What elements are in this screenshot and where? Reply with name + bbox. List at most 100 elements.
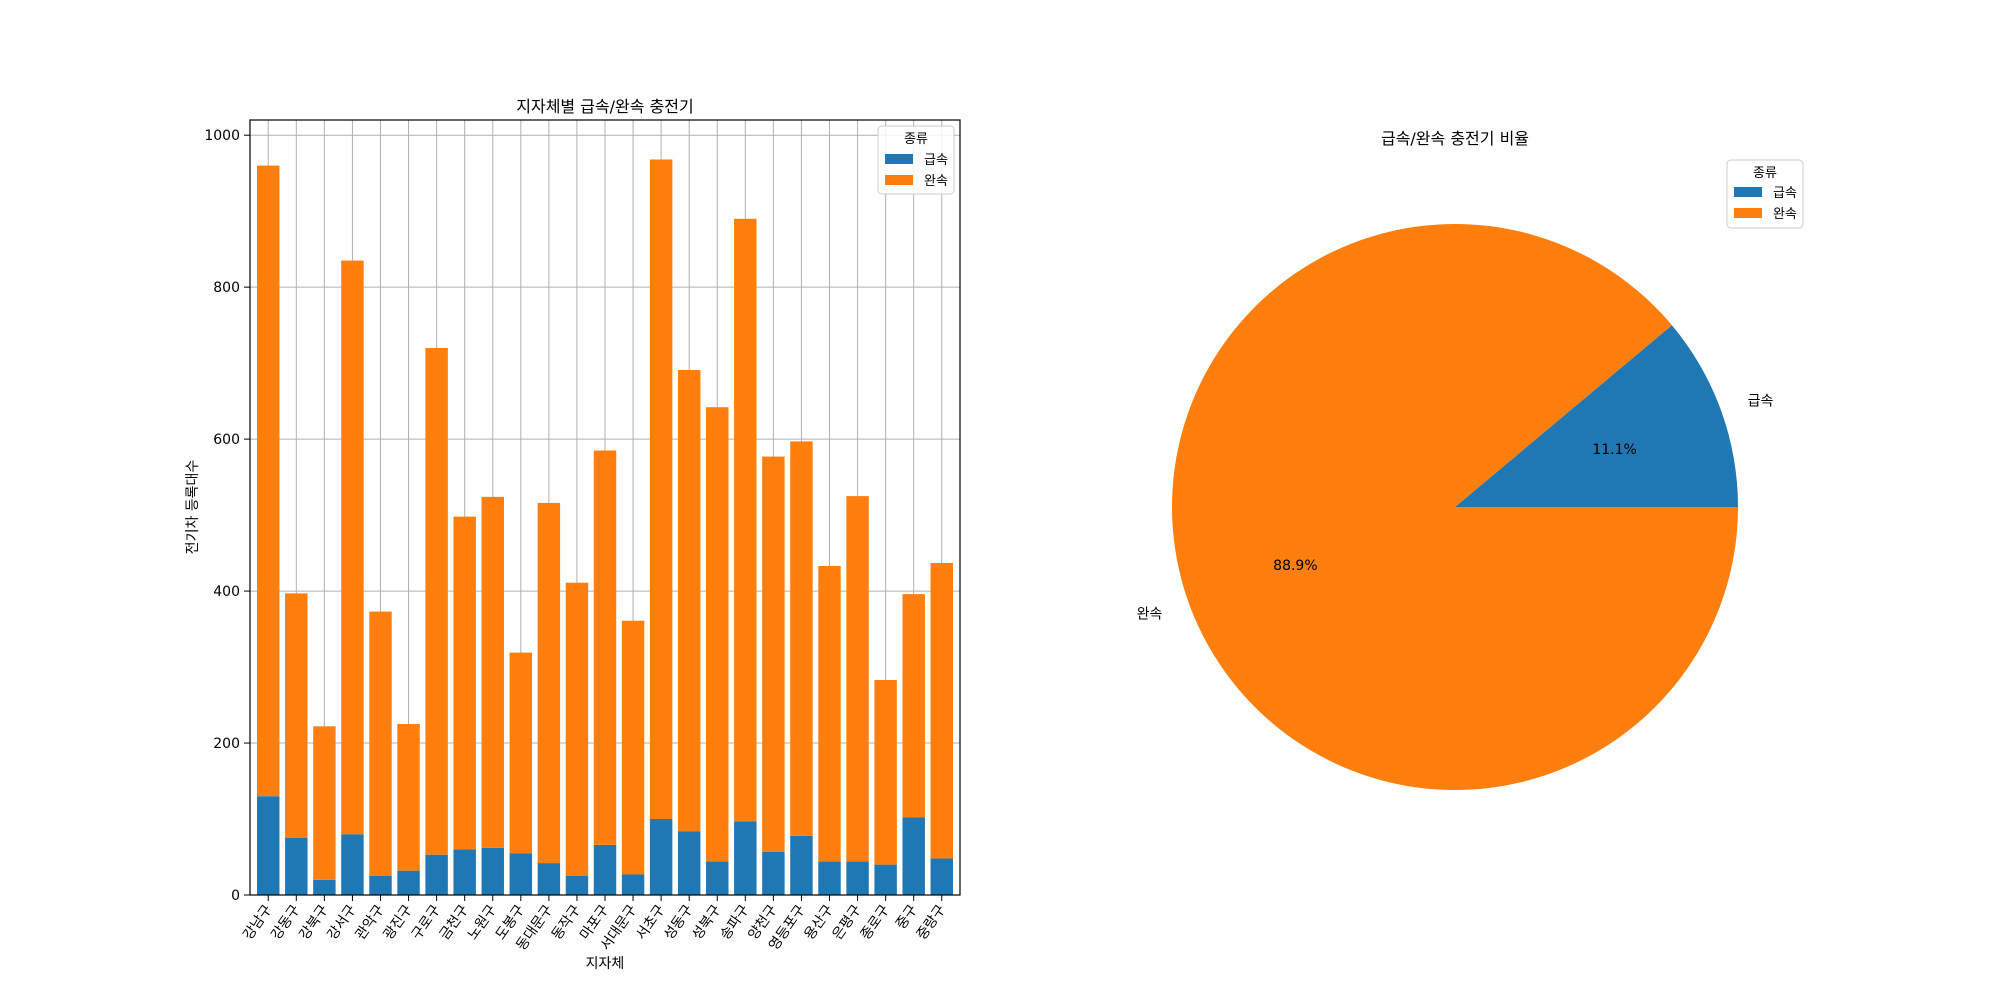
pie-slice-급속 (1455, 325, 1738, 507)
pie-legend-swatch (1734, 208, 1762, 218)
bar-x-tick-label: 강동구 (268, 902, 303, 943)
pie-legend-label: 급속 (1773, 186, 1797, 201)
bar-완속-동작구 (565, 582, 589, 877)
bar-x-tick-label: 성북구 (689, 902, 724, 943)
bar-x-tick-label: 용산구 (802, 902, 837, 943)
bar-y-tick-label: 1000 (204, 128, 240, 144)
bar-급속-강동구 (285, 838, 308, 895)
bar-y-axis-label: 전기차 등록대수 (185, 460, 201, 555)
bar-급속-마포구 (593, 844, 617, 895)
pie-legend-label: 완속 (1773, 207, 1797, 222)
bar-x-tick-label: 금천구 (437, 902, 472, 943)
bar-x-tick-label: 은평구 (830, 902, 865, 943)
bar-급속-광진구 (397, 870, 420, 895)
bar-급속-성북구 (706, 861, 729, 895)
bar-급속-양천구 (762, 851, 785, 895)
bar-완속-강서구 (341, 260, 364, 835)
bar-완속-은평구 (846, 496, 869, 862)
bar-x-tick-label: 강북구 (296, 902, 331, 943)
bar-급속-서초구 (649, 819, 673, 895)
bar-완속-관악구 (369, 611, 392, 877)
bar-chart: 0 200 400 600 800 1000 강남구강동구강북구강서구관악구광진구구로구금… (185, 97, 961, 972)
bar-x-axis-ticks: 강남구강동구강북구강서구관악구광진구구로구금천구노원구도봉구동대문구동작구마포구… (240, 895, 949, 954)
bar-x-tick-label: 동작구 (549, 902, 584, 943)
bar-급속-영등포구 (790, 835, 813, 895)
bar-marks (257, 159, 953, 895)
bar-x-tick-label: 강남구 (240, 902, 275, 943)
bar-legend-swatch (885, 175, 913, 185)
bar-x-tick-label: 송파구 (717, 902, 752, 943)
bar-급속-용산구 (818, 861, 841, 895)
bar-완속-성동구 (677, 369, 701, 832)
pie-pct-label: 11.1% (1592, 442, 1636, 458)
bar-chart-title: 지자체별 급속/완속 충전기 (516, 97, 693, 116)
bar-완속-성북구 (706, 407, 729, 862)
bar-legend-swatch (885, 154, 913, 164)
bar-legend-label: 급속 (924, 153, 948, 168)
bar-급속-종로구 (874, 864, 897, 895)
bar-x-tick-label: 성동구 (661, 902, 696, 943)
bar-y-tick-label: 0 (231, 888, 240, 904)
bar-완속-마포구 (593, 450, 617, 845)
bar-완속-강동구 (285, 593, 308, 839)
bar-급속-서대문구 (621, 874, 645, 895)
bar-x-axis-label: 지자체 (586, 956, 625, 972)
pie-pct-label: 88.9% (1273, 558, 1317, 574)
bar-x-tick-label: 구로구 (409, 902, 444, 943)
bar-급속-금천구 (453, 849, 476, 895)
bar-완속-양천구 (762, 456, 785, 852)
bar-급속-은평구 (846, 861, 869, 895)
pie-slice-label: 급속 (1748, 394, 1774, 410)
bar-x-tick-label: 노원구 (465, 902, 500, 943)
bar-완속-중구 (902, 594, 925, 818)
bar-y-axis-ticks: 0 200 400 600 800 1000 (204, 128, 250, 904)
bar-완속-강남구 (257, 165, 280, 797)
bar-급속-구로구 (425, 854, 448, 895)
bar-legend-title: 종류 (904, 132, 928, 147)
bar-x-tick-label: 중랑구 (914, 902, 949, 943)
bar-legend-label: 완속 (924, 174, 948, 189)
bar-x-tick-label: 종로구 (858, 902, 893, 943)
bar-x-tick-label: 광진구 (381, 902, 416, 943)
bar-완속-광진구 (397, 724, 420, 871)
bar-x-tick-label: 서초구 (633, 902, 668, 943)
pie-legend-swatch (1734, 187, 1762, 197)
bar-완속-노원구 (481, 496, 504, 848)
bar-급속-송파구 (734, 821, 757, 895)
bar-급속-강남구 (257, 796, 280, 895)
bar-y-tick-label: 400 (213, 584, 240, 600)
bar-급속-중구 (902, 817, 925, 895)
bar-급속-중랑구 (930, 858, 953, 895)
bar-완속-영등포구 (790, 441, 813, 836)
bar-y-tick-label: 200 (213, 736, 240, 752)
pie-slice-label: 완속 (1137, 606, 1163, 622)
bar-완속-서대문구 (621, 620, 645, 875)
bar-완속-종로구 (874, 679, 897, 865)
bar-x-tick-label: 관악구 (353, 902, 388, 943)
bar-완속-도봉구 (509, 652, 533, 854)
bar-급속-성동구 (677, 831, 701, 895)
bar-x-tick-label: 강서구 (324, 902, 359, 943)
bar-급속-노원구 (481, 847, 504, 895)
pie-labels: 11.1% 급속 88.9% 완속 (1137, 394, 1774, 623)
bar-급속-강서구 (341, 834, 364, 895)
bar-완속-서초구 (649, 159, 673, 820)
bar-완속-강북구 (313, 726, 336, 880)
bar-급속-동작구 (565, 876, 589, 895)
bar-완속-중랑구 (930, 562, 953, 859)
pie-chart-title: 급속/완속 충전기 비율 (1381, 129, 1529, 148)
bar-완속-용산구 (818, 566, 841, 862)
bar-y-tick-label: 600 (213, 432, 240, 448)
pie-legend-title: 종류 (1753, 166, 1777, 181)
pie-slices (1172, 224, 1738, 791)
bar-급속-관악구 (369, 876, 392, 895)
bar-급속-동대문구 (537, 863, 561, 895)
bar-급속-강북구 (313, 879, 336, 895)
